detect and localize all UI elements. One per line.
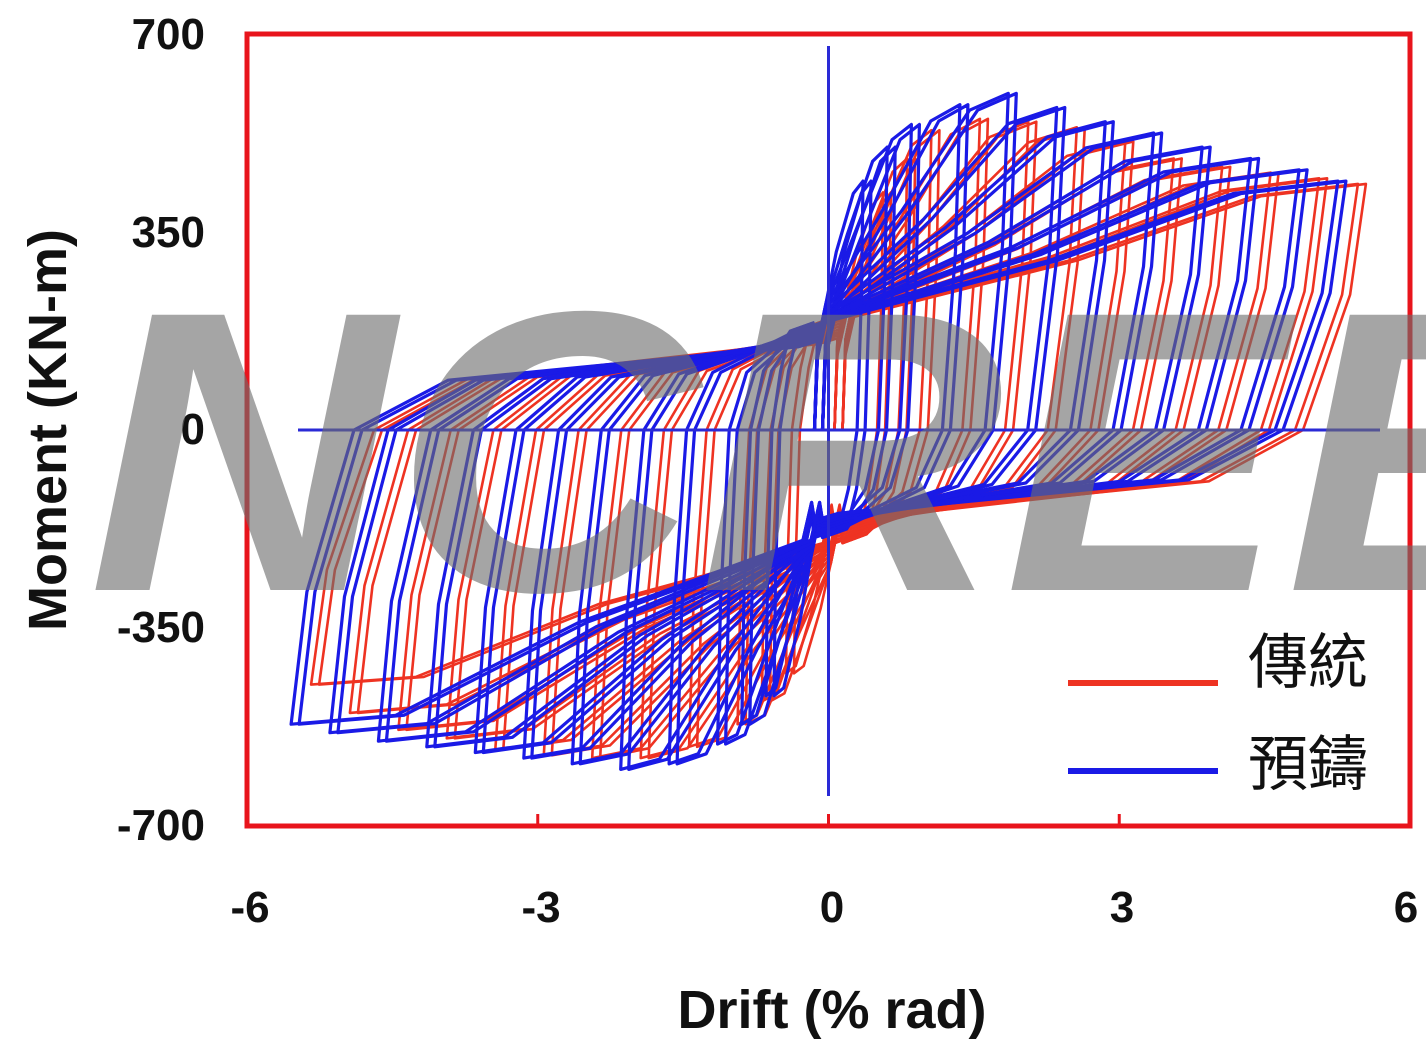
- x-tick-label: 6: [1394, 883, 1418, 932]
- y-axis-title: Moment (KN-m): [18, 229, 78, 631]
- plot-area: [244, 31, 1413, 829]
- y-tick-label: -700: [117, 801, 205, 850]
- tick-marks: [536, 814, 1121, 826]
- y-tick-labels: 700 350 0 -350 -700: [117, 10, 205, 850]
- x-tick-labels: -6 -3 0 3 6: [230, 883, 1418, 932]
- y-tick-label: 350: [132, 208, 205, 257]
- series-layer: [289, 91, 1368, 771]
- y-tick-label: 700: [132, 10, 205, 59]
- hysteresis-loop: [384, 156, 1261, 743]
- hysteresis-loop: [481, 131, 1164, 755]
- hysteresis-loop: [578, 105, 1067, 766]
- x-tick-label: 0: [820, 883, 844, 932]
- legend-label-conventional: 傳統: [1248, 628, 1368, 698]
- legend: 傳統 預鑄: [1068, 628, 1368, 800]
- y-tick-label: -350: [117, 603, 205, 652]
- x-axis-title: Drift (% rad): [678, 980, 987, 1040]
- watermark-text: NCREE: [88, 228, 1426, 675]
- y-tick-label: 0: [181, 405, 205, 454]
- hysteresis-loop: [675, 103, 970, 766]
- hysteresis-loop: [297, 179, 1348, 726]
- legend-label-precast: 預鑄: [1248, 730, 1368, 800]
- x-tick-label: 3: [1110, 883, 1134, 932]
- x-tick-label: -3: [521, 883, 560, 932]
- hysteresis-loop: [289, 179, 1340, 726]
- hysteresis-loop: [627, 91, 1018, 771]
- x-tick-label: -6: [230, 883, 269, 932]
